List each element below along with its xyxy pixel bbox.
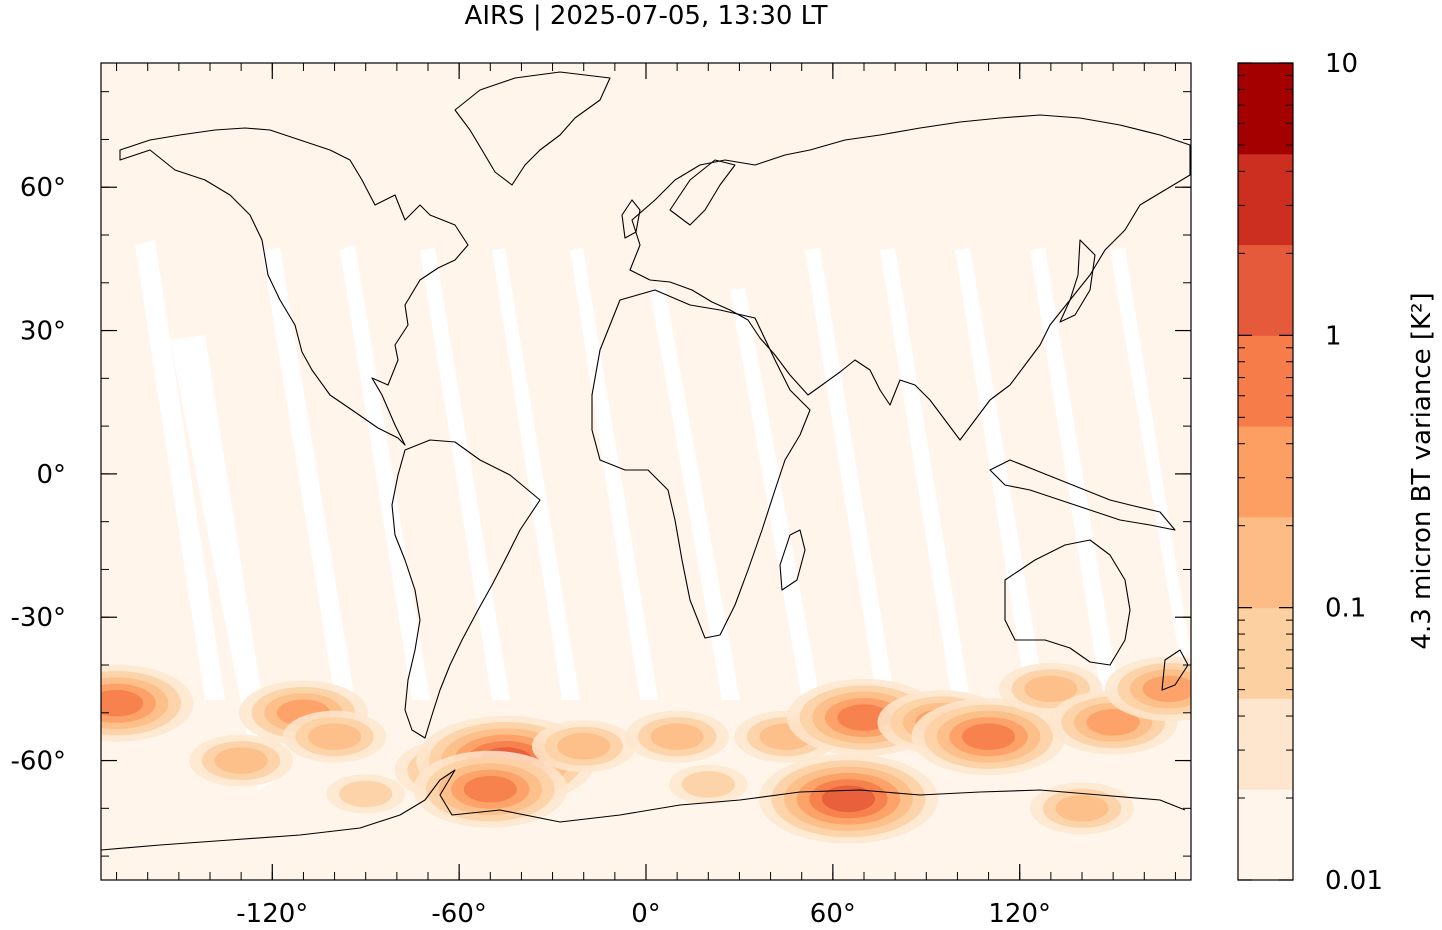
x-tick-label: -120° bbox=[236, 899, 308, 929]
colorbar-band bbox=[1238, 516, 1293, 609]
swath-gap bbox=[420, 248, 510, 700]
swath-gap bbox=[730, 288, 820, 700]
x-tick-label: 120° bbox=[988, 899, 1051, 929]
y-tick-label: -60° bbox=[11, 747, 66, 777]
swath-gap bbox=[340, 245, 430, 700]
variance-contour bbox=[1142, 675, 1191, 703]
colorbar-band bbox=[1238, 244, 1293, 336]
colorbar-band bbox=[1238, 153, 1293, 246]
colorbar-tick-label: 1 bbox=[1325, 321, 1342, 351]
colorbar-tick-label: 0.01 bbox=[1325, 866, 1383, 896]
variance-contour bbox=[837, 704, 891, 731]
x-tick-label: -60° bbox=[431, 899, 486, 929]
colorbar-band bbox=[1238, 698, 1293, 790]
colorbar-band bbox=[1238, 789, 1293, 881]
variance-contour bbox=[1086, 709, 1140, 736]
variance-contour bbox=[339, 780, 393, 808]
variance-contour bbox=[1055, 795, 1109, 822]
coastline-indonesia bbox=[989, 459, 1176, 531]
variance-contour bbox=[961, 723, 1016, 750]
coastline-madagascar bbox=[779, 529, 806, 591]
colorbar-band bbox=[1238, 335, 1293, 427]
variance-contour bbox=[101, 689, 144, 717]
variance-contour bbox=[307, 723, 362, 750]
colorbar-frame bbox=[1237, 62, 1294, 881]
x-tick-label: 0° bbox=[631, 899, 661, 929]
swath-gap bbox=[650, 288, 740, 700]
swath-gap bbox=[170, 335, 275, 790]
coastline-south-america bbox=[391, 439, 541, 739]
swath-gap bbox=[1030, 248, 1120, 700]
variance-contour bbox=[463, 775, 517, 803]
colorbar-ticks: 10 1 0.1 0.01 bbox=[1238, 49, 1383, 896]
colorbar-tick-label: 10 bbox=[1325, 49, 1358, 79]
swath-gap bbox=[955, 248, 1045, 700]
swath-gap bbox=[880, 248, 970, 700]
coastline-north-america bbox=[119, 127, 469, 446]
coastline-greenland bbox=[454, 71, 611, 186]
variance-contour bbox=[821, 785, 876, 813]
variance-contour bbox=[557, 732, 611, 760]
colorbar: 10 1 0.1 0.01 4.3 micron BT variance [K²] bbox=[1237, 49, 1437, 896]
variance-contour bbox=[214, 747, 268, 774]
variance-contour bbox=[650, 723, 704, 750]
colorbar-band bbox=[1238, 426, 1293, 518]
figure-title: AIRS | 2025-07-05, 13:30 LT bbox=[465, 1, 828, 31]
swath-gap bbox=[262, 248, 355, 700]
variance-field bbox=[101, 656, 1191, 844]
swath-gaps bbox=[135, 240, 1190, 790]
variance-contour bbox=[1024, 675, 1078, 703]
y-tick-label: -30° bbox=[11, 603, 66, 633]
map-plot: -120° -60° 0° 60° 120° 60° 30° 0° -30° -60° bbox=[11, 62, 1192, 929]
x-tick-label: 60° bbox=[810, 899, 856, 929]
variance-contour bbox=[681, 771, 735, 798]
colorbar-band bbox=[1238, 63, 1293, 155]
swath-gap bbox=[1110, 248, 1190, 660]
coastline-new-zealand bbox=[1161, 649, 1189, 691]
swath-gap bbox=[135, 240, 225, 700]
swath-gap bbox=[805, 248, 895, 700]
coastline-japan bbox=[1059, 239, 1096, 323]
swath-gap bbox=[492, 248, 580, 700]
colorbar-label: 4.3 micron BT variance [K²] bbox=[1407, 292, 1437, 649]
y-tick-label: 0° bbox=[36, 460, 66, 490]
colorbar-band bbox=[1238, 607, 1293, 699]
map-axes: -120° -60° 0° 60° 120° 60° 30° 0° -30° -60° bbox=[11, 63, 1191, 929]
y-tick-label: 30° bbox=[20, 317, 66, 347]
y-tick-label: 60° bbox=[20, 173, 66, 203]
coastline-eurasia bbox=[629, 114, 1191, 441]
coastline-antarctica bbox=[101, 769, 1186, 851]
swath-gap bbox=[570, 248, 658, 700]
colorbar-bands bbox=[1238, 63, 1293, 881]
coastline-scandinavia bbox=[669, 159, 736, 226]
coastline-africa bbox=[591, 289, 811, 639]
colorbar-tick-label: 0.1 bbox=[1325, 594, 1366, 624]
coastline-australia bbox=[1004, 539, 1131, 666]
coastline-britain bbox=[621, 199, 641, 239]
coastlines bbox=[101, 71, 1191, 851]
